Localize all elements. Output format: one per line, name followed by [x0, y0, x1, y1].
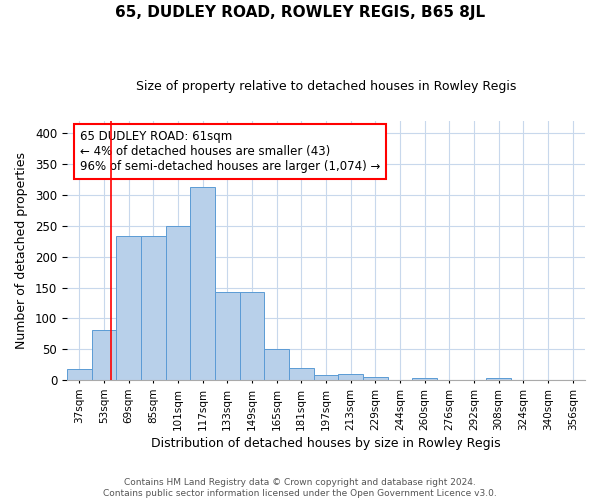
Bar [239, 292, 264, 380]
Text: 65 DUDLEY ROAD: 61sqm
← 4% of detached houses are smaller (43)
96% of semi-detac: 65 DUDLEY ROAD: 61sqm ← 4% of detached h… [80, 130, 380, 172]
Bar [289, 368, 314, 380]
Y-axis label: Number of detached properties: Number of detached properties [15, 152, 28, 349]
Bar [67, 369, 92, 380]
Bar [92, 330, 116, 380]
Bar [166, 226, 190, 380]
Bar [215, 292, 239, 380]
Bar [412, 378, 437, 380]
Bar [363, 377, 388, 380]
Bar [190, 186, 215, 380]
Bar [264, 350, 289, 380]
Text: 65, DUDLEY ROAD, ROWLEY REGIS, B65 8JL: 65, DUDLEY ROAD, ROWLEY REGIS, B65 8JL [115, 5, 485, 20]
Bar [487, 378, 511, 380]
Bar [116, 236, 141, 380]
Bar [314, 376, 338, 380]
Text: Contains HM Land Registry data © Crown copyright and database right 2024.
Contai: Contains HM Land Registry data © Crown c… [103, 478, 497, 498]
X-axis label: Distribution of detached houses by size in Rowley Regis: Distribution of detached houses by size … [151, 437, 501, 450]
Bar [141, 236, 166, 380]
Bar [338, 374, 363, 380]
Title: Size of property relative to detached houses in Rowley Regis: Size of property relative to detached ho… [136, 80, 516, 93]
